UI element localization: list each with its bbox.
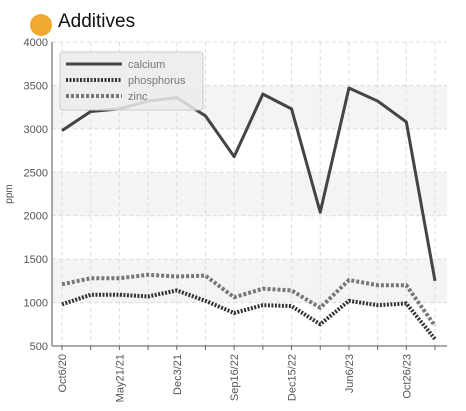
x-tick-label: May21/21 (114, 354, 126, 402)
y-tick-label: 1000 (24, 298, 48, 310)
series-line-phosphorus (61, 288, 437, 341)
x-tick-label: Dec3/21 (172, 354, 184, 395)
legend-label-phosphorus: phosphorus (128, 75, 186, 87)
y-tick-label: 3500 (24, 80, 48, 92)
y-tick-label: 2500 (24, 167, 48, 179)
y-tick-label: 3000 (24, 124, 48, 136)
legend-box (59, 51, 204, 111)
y-tick-label: 500 (30, 341, 48, 353)
y-tick-label: 1500 (24, 254, 48, 266)
y-tick-label: 4000 (24, 37, 48, 49)
series-line-zinc (61, 272, 437, 328)
x-tick-label: Dec15/22 (287, 354, 299, 401)
y-axis-label: ppm (4, 184, 15, 203)
legend-label-calcium: calcium (128, 59, 165, 71)
x-tick-label: Oct26/23 (401, 354, 413, 399)
x-tick-label: Jun6/23 (344, 354, 356, 393)
grid-band (52, 172, 447, 216)
legend-label-zinc: zinc (128, 91, 148, 103)
status-dot-icon (30, 14, 52, 36)
x-tick-label: Oct6/20 (57, 354, 69, 393)
chart-title: Additives (58, 11, 136, 32)
y-tick-label: 2000 (24, 211, 48, 223)
x-tick-label: Sep16/22 (229, 354, 241, 401)
chart-header: Additives (30, 8, 135, 36)
